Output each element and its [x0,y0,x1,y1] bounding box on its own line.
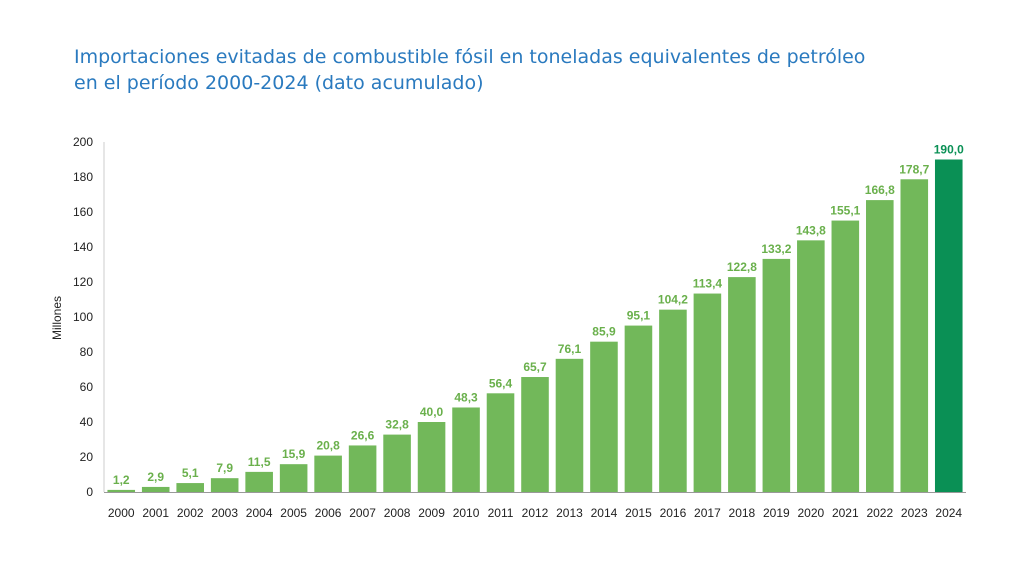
bar [624,325,653,492]
value-labels: 1,2 2,9 5,1 7,9 11,5 15,9 20,8 26,6 32,8 40,0 48,3… [113,143,964,487]
y-tick-label: 120 [73,275,93,289]
x-tick-label: 2013 [556,506,583,520]
x-tick-label: 2011 [488,506,514,520]
y-tick-label: 80 [80,345,94,359]
x-tick-label: 2021 [832,506,859,520]
bar [762,258,791,492]
x-tick-label: 2005 [280,506,307,520]
bar [693,293,722,492]
x-tick-label: 2015 [625,506,652,520]
bar-value-label: 178,7 [899,162,929,176]
bar [934,159,963,492]
bar-value-label: 11,5 [248,455,271,469]
bar [107,489,136,492]
bar-value-label: 65,7 [523,360,547,374]
bar-value-label: 15,9 [282,447,306,461]
bar-value-label: 113,4 [693,277,723,291]
bar [590,341,618,492]
x-tick-label: 2000 [108,506,135,520]
bar [176,483,204,492]
x-tick-label: 2008 [384,506,411,520]
x-tick-label: 2009 [418,506,445,520]
x-tick-label: 2020 [797,506,824,520]
bar-value-label: 104,2 [658,293,688,307]
bar [797,240,825,492]
bar [417,422,446,492]
bar-value-label: 2,9 [147,470,164,484]
x-axis: 2000 2001 2002 2003 2004 2005 2006 2007 2008 2009… [104,492,966,520]
bar-value-label: 7,9 [216,461,233,475]
bar-value-label: 85,9 [592,325,616,339]
x-tick-label: 2003 [211,506,238,520]
bar [348,445,377,492]
bar-value-label: 1,2 [113,473,130,487]
y-tick-label: 20 [80,450,94,464]
bar [452,407,480,492]
y-tick-label: 180 [73,170,93,184]
bar-value-label: 5,1 [182,466,199,480]
bar-value-label: 155,1 [830,204,860,218]
bar [141,486,170,492]
bar [659,309,687,492]
bar [314,455,342,492]
bar-value-label: 133,2 [761,242,791,256]
x-tick-label: 2014 [591,506,618,520]
x-tick-label: 2010 [453,506,480,520]
chart-title-line-1: Importaciones evitadas de combustible fó… [74,46,866,68]
x-tick-label: 2016 [660,506,687,520]
bar [279,464,308,492]
y-axis: 0 20 40 60 80 100 120 140 160 180 200 [73,135,105,499]
bar-value-label: 26,6 [351,428,375,442]
x-tick-label: 2024 [935,506,962,520]
bar-value-label: 48,3 [454,390,478,404]
bar [383,434,411,492]
y-tick-label: 100 [73,310,93,324]
x-tick-label: 2004 [246,506,273,520]
y-tick-label: 40 [80,415,94,429]
bar [866,200,894,492]
bar-value-label: 95,1 [627,309,651,323]
x-tick-label: 2018 [729,506,756,520]
chart-title-line-2: en el período 2000-2024 (dato acumulado) [74,72,484,94]
x-tick-label: 2022 [866,506,893,520]
bar-value-label: 56,4 [489,376,513,390]
bar [245,471,273,493]
bar-value-label: 122,8 [727,260,757,274]
x-tick-label: 2019 [763,506,790,520]
x-tick-label: 2012 [522,506,549,520]
x-tick-label: 2001 [142,506,169,520]
bar [900,179,929,492]
bar-value-label: 32,8 [385,418,409,432]
x-tick-label: 2002 [177,506,204,520]
bar-value-label: 76,1 [558,342,582,356]
x-tick-label: 2023 [901,506,928,520]
bar [210,478,239,492]
bar [555,358,584,492]
x-tick-label: 2006 [315,506,342,520]
y-tick-label: 0 [86,485,93,499]
y-tick-label: 140 [73,240,93,254]
y-axis-label: Millones [50,296,64,340]
bar-value-label: 166,8 [865,183,895,197]
bar-value-label: 40,0 [420,405,444,419]
bar-value-label: 20,8 [316,439,340,453]
bar [486,393,515,492]
y-tick-label: 160 [73,205,93,219]
y-tick-label: 200 [73,135,93,149]
x-tick-label: 2007 [349,506,376,520]
x-tick-label: 2017 [694,506,721,520]
bar [521,377,549,492]
bar [831,220,860,492]
chart-title: Importaciones evitadas de combustible fó… [74,44,974,96]
y-tick-label: 60 [80,380,94,394]
bar [728,277,756,492]
bar-value-label: 143,8 [796,223,826,237]
bars [107,159,963,493]
bar-value-label: 190,0 [934,143,964,157]
